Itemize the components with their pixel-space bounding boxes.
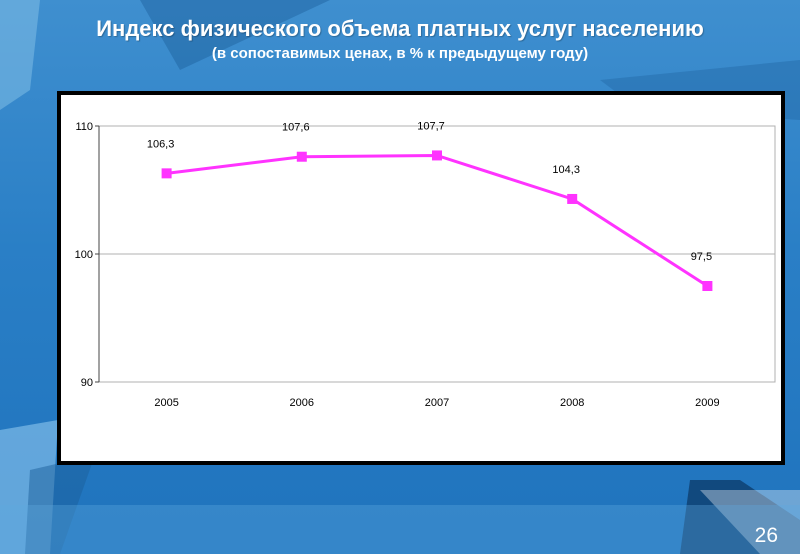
data-point [432,150,442,161]
slide-subtitle: (в сопоставимых ценах, в % к предыдущему… [211,45,589,62]
data-point [702,281,713,291]
data-label: 104,3 [552,164,580,176]
data-point [567,193,578,204]
data-point [161,168,172,179]
data-label: 97,5 [691,251,712,263]
series-line [166,153,709,288]
x-tick-label: 2008 [560,397,584,409]
x-tick-label: 2007 [425,397,449,409]
data-point [296,151,307,162]
line-chart: 90 100 110 2005 2006 2007 2008 2009 106,3 107,6 10… [75,120,776,409]
data-label: 106,3 [147,138,175,150]
data-label: 107,7 [417,120,445,132]
y-tick-label: 110 [75,121,93,133]
x-tick-label: 2009 [695,397,719,409]
y-tick-label: 90 [81,377,93,389]
x-tick-label: 2006 [290,397,314,409]
chart-frame: 90 100 110 2005 2006 2007 2008 2009 106,3 107,6 10… [57,91,785,465]
data-label: 107,6 [282,122,310,134]
page-number: 26 [754,524,778,547]
y-tick-label: 100 [75,249,93,261]
slide-title: Индекс физического объема платных услуг … [96,16,704,41]
x-tick-label: 2005 [154,397,178,409]
